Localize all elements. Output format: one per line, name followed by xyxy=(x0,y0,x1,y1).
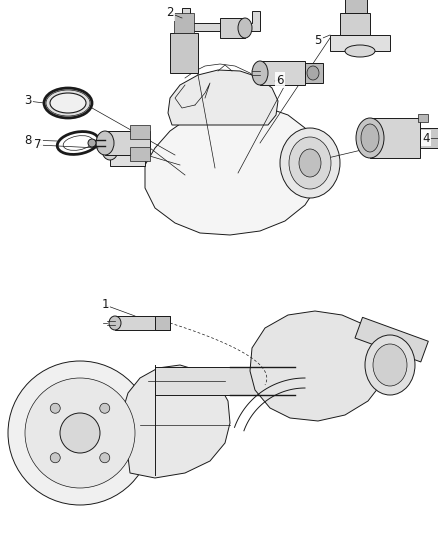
Polygon shape xyxy=(182,8,260,31)
Text: 7: 7 xyxy=(34,139,42,151)
Polygon shape xyxy=(122,365,230,478)
Ellipse shape xyxy=(102,140,118,160)
Polygon shape xyxy=(145,105,320,235)
Text: 2: 2 xyxy=(166,6,174,20)
Ellipse shape xyxy=(307,66,319,80)
Ellipse shape xyxy=(289,137,331,189)
Bar xyxy=(220,18,245,38)
Circle shape xyxy=(100,403,110,413)
Ellipse shape xyxy=(252,61,268,85)
Text: 8: 8 xyxy=(25,133,32,147)
Bar xyxy=(130,147,150,161)
Circle shape xyxy=(25,378,135,488)
Bar xyxy=(130,125,150,139)
Circle shape xyxy=(50,403,60,413)
Bar xyxy=(105,131,150,155)
Circle shape xyxy=(8,361,152,505)
Bar xyxy=(330,35,390,51)
Ellipse shape xyxy=(373,344,407,386)
Bar xyxy=(355,317,428,362)
Ellipse shape xyxy=(88,139,96,147)
Ellipse shape xyxy=(280,128,340,198)
Text: 5: 5 xyxy=(314,34,321,46)
Ellipse shape xyxy=(361,124,379,152)
Polygon shape xyxy=(250,311,386,421)
Bar xyxy=(340,13,370,35)
Text: 4: 4 xyxy=(422,132,430,144)
Text: 1: 1 xyxy=(101,298,109,311)
Bar xyxy=(260,61,305,85)
Text: 6: 6 xyxy=(276,74,284,86)
Circle shape xyxy=(50,453,60,463)
Ellipse shape xyxy=(345,45,375,57)
Bar xyxy=(370,118,420,158)
Ellipse shape xyxy=(109,316,121,330)
Ellipse shape xyxy=(96,131,114,155)
Bar xyxy=(418,114,428,122)
Ellipse shape xyxy=(299,149,321,177)
Ellipse shape xyxy=(238,18,252,38)
Text: 3: 3 xyxy=(25,94,32,108)
Bar xyxy=(420,128,438,148)
Bar xyxy=(170,33,198,73)
Bar xyxy=(110,150,145,166)
Bar xyxy=(115,316,170,330)
Bar xyxy=(155,316,170,330)
Ellipse shape xyxy=(365,335,415,395)
Bar xyxy=(345,0,367,13)
Circle shape xyxy=(100,453,110,463)
Polygon shape xyxy=(168,70,278,125)
Bar xyxy=(174,13,194,33)
Bar xyxy=(155,367,295,395)
Ellipse shape xyxy=(44,88,92,118)
Ellipse shape xyxy=(50,93,86,113)
Ellipse shape xyxy=(356,118,384,158)
Circle shape xyxy=(60,413,100,453)
Bar xyxy=(305,63,323,83)
